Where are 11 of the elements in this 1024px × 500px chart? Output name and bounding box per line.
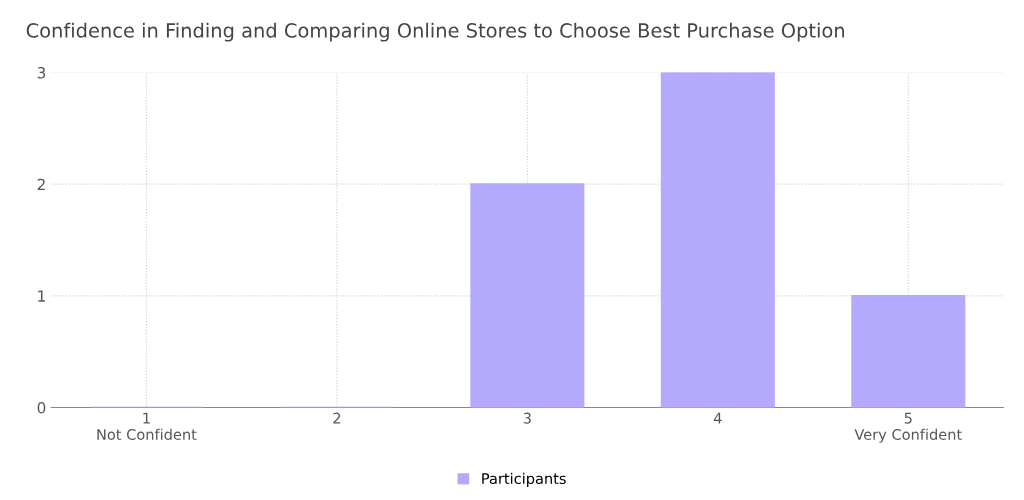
y-tick-label: 2: [37, 178, 45, 190]
x-tick-label: 5 Very Confident: [854, 412, 962, 443]
x-tick-label: 3: [523, 412, 531, 424]
y-tick-label: 0: [37, 401, 46, 414]
y-tick-label: 3: [37, 66, 46, 79]
y-tick-label: 1: [38, 290, 45, 302]
x-tick-label: 2: [333, 412, 341, 424]
chart-title: Confidence in Finding and Comparing Online Stores to Choose Best Purchase Option: [26, 22, 844, 42]
x-tick-label: 4: [713, 412, 722, 424]
legend-label: Participants: [482, 472, 566, 487]
x-tick-label: 1 Not Confident: [97, 412, 197, 440]
